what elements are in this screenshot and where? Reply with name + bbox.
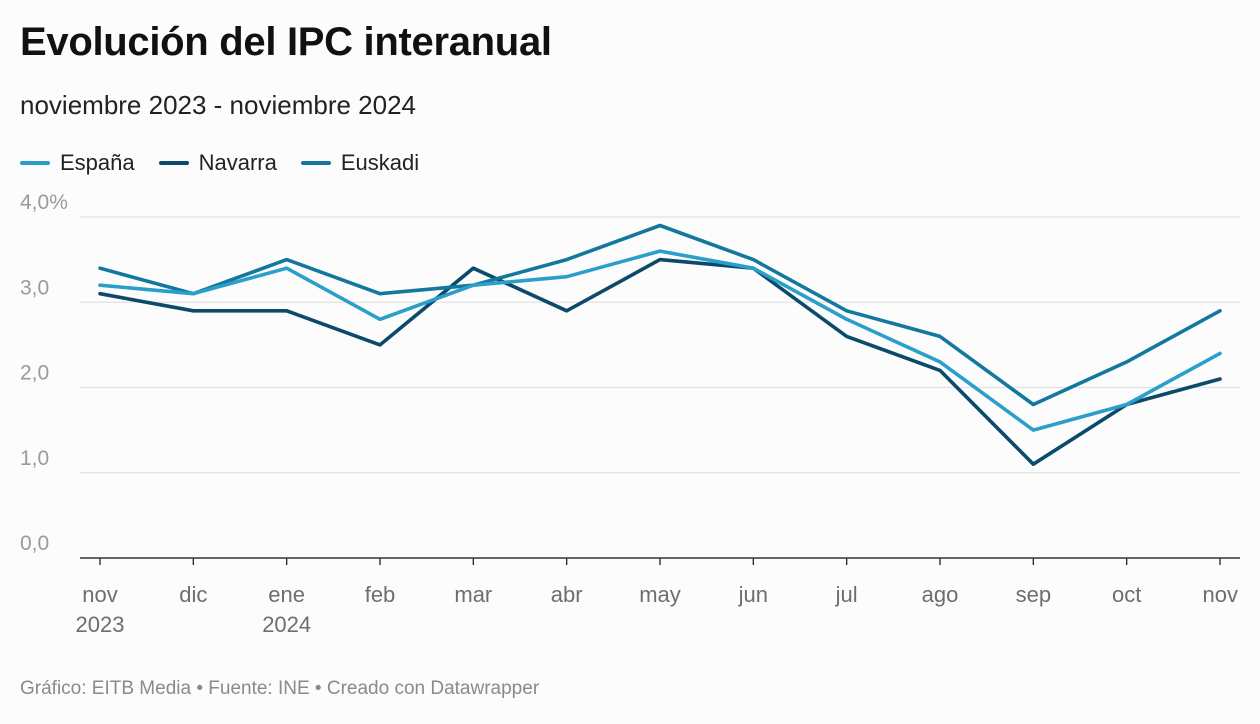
x-tick-label: mar bbox=[454, 582, 492, 607]
legend-item-euskadi: Euskadi bbox=[300, 150, 420, 176]
legend-item-espana: España bbox=[20, 150, 135, 176]
legend-swatch-espana bbox=[20, 161, 50, 165]
x-tick-label: ago bbox=[922, 582, 959, 607]
legend-swatch-navarra bbox=[158, 161, 189, 165]
x-tick-label: feb bbox=[365, 582, 396, 607]
legend-label-espana: España bbox=[60, 150, 135, 175]
y-tick-label: 0,0 bbox=[20, 532, 49, 555]
x-tick-label: dic bbox=[179, 582, 207, 607]
x-tick-label: ene bbox=[268, 582, 305, 607]
x-tick-label: jul bbox=[835, 582, 858, 607]
x-tick-label: may bbox=[639, 582, 681, 607]
x-tick-label: sep bbox=[1016, 582, 1051, 607]
legend-label-euskadi: Euskadi bbox=[340, 150, 420, 175]
series-line-euskadi bbox=[98, 223, 1222, 407]
series-line-navarra bbox=[98, 257, 1222, 467]
legend: España Navarra Euskadi bbox=[20, 150, 419, 176]
x-tick-label: nov bbox=[1203, 582, 1238, 607]
chart-subtitle: noviembre 2023 - noviembre 2024 bbox=[20, 90, 417, 120]
series-line-espana bbox=[98, 249, 1222, 432]
legend-item-navarra: Navarra bbox=[158, 150, 277, 176]
x-tick-sublabel: 2024 bbox=[262, 612, 311, 637]
legend-label-navarra: Navarra bbox=[198, 150, 277, 175]
y-tick-label: 3,0 bbox=[20, 276, 49, 299]
x-tick-sublabel: 2023 bbox=[76, 612, 125, 637]
y-tick-label: 4,0% bbox=[20, 191, 68, 214]
x-tick-label: jun bbox=[738, 582, 768, 607]
x-tick-label: nov bbox=[82, 582, 117, 607]
chart-footer: Gráfico: EITB Media • Fuente: INE • Crea… bbox=[20, 678, 540, 699]
x-tick-label: abr bbox=[551, 582, 583, 607]
y-tick-label: 1,0 bbox=[20, 447, 49, 470]
chart-title: Evolución del IPC interanual bbox=[20, 20, 552, 64]
x-tick-label: oct bbox=[1112, 582, 1141, 607]
legend-swatch-euskadi bbox=[300, 161, 331, 165]
y-tick-label: 2,0 bbox=[20, 362, 49, 385]
